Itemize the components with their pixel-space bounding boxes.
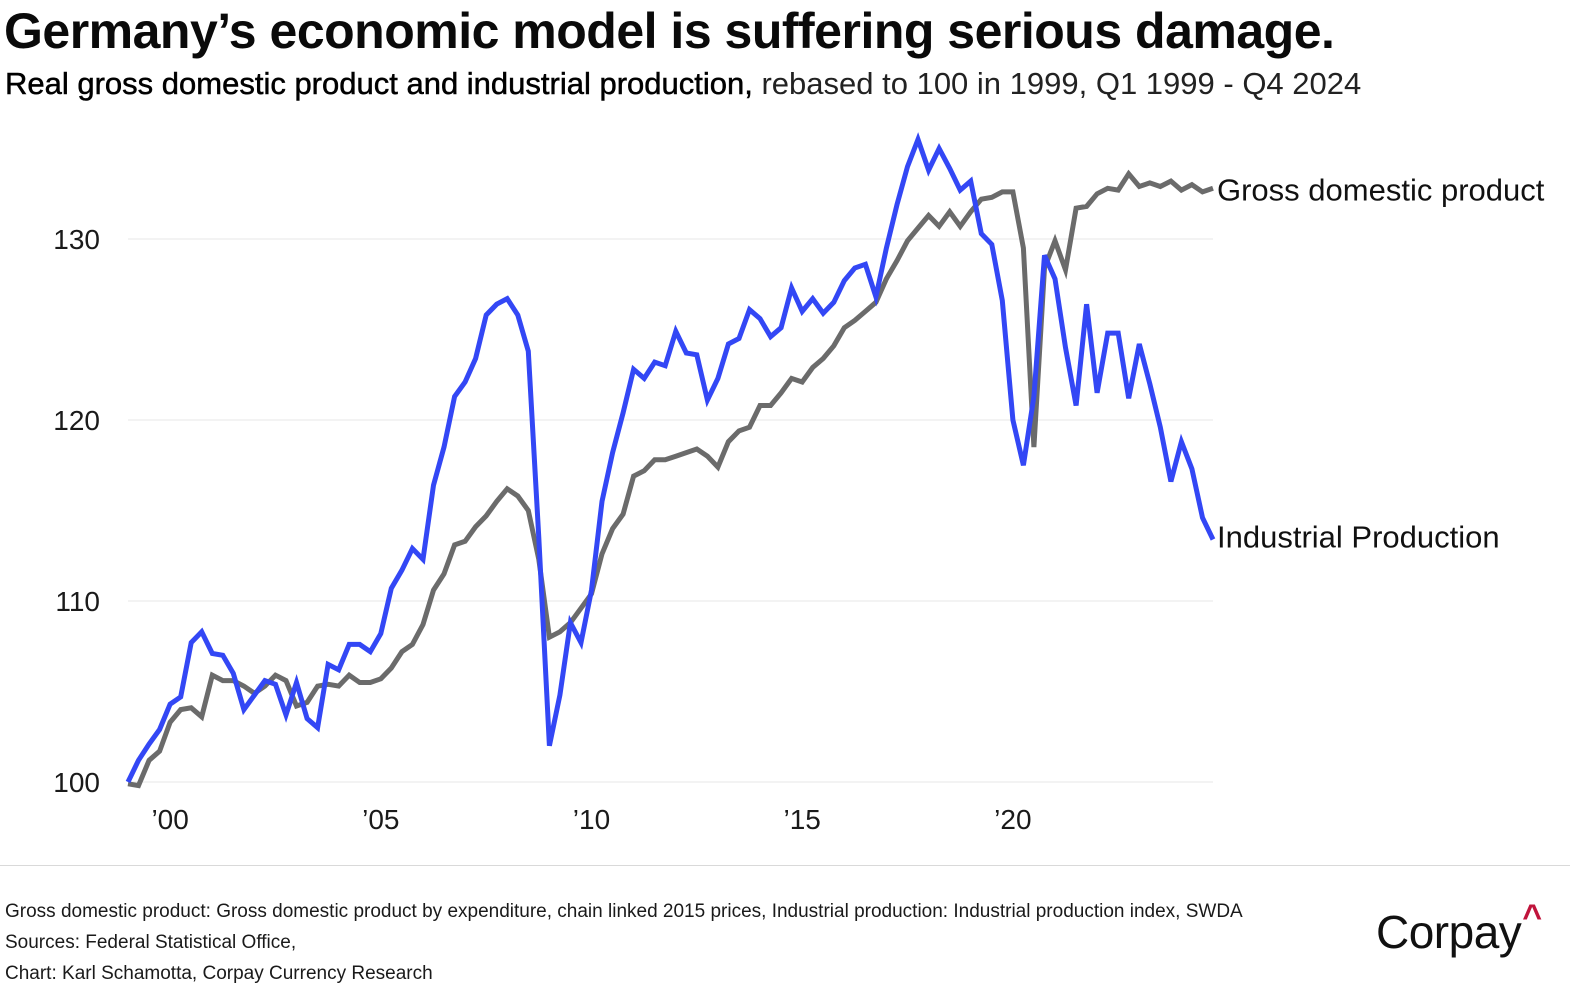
x-tick-label: ’20 — [994, 804, 1031, 835]
definition-note: Gross domestic product: Gross domestic p… — [5, 901, 1243, 922]
x-tick-label: ’00 — [151, 804, 188, 835]
corpay-logo: Corpay^ — [1376, 898, 1542, 959]
y-tick-label: 120 — [53, 405, 100, 436]
series-label-gross-domestic-product: Gross domestic product — [1217, 172, 1545, 207]
x-tick-label: ’10 — [573, 804, 610, 835]
caret-icon: ^ — [1522, 898, 1542, 936]
credit-note: Chart: Karl Schamotta, Corpay Currency R… — [5, 963, 433, 984]
y-tick-label: 110 — [55, 586, 100, 617]
line-chart: 100 110 120 130 ’00 ’05 ’10 ’15 ’20 Gros… — [53, 132, 1545, 835]
chart-subtitle-strong: Real gross domestic product and industri… — [5, 66, 753, 102]
y-tick-label: 100 — [53, 767, 100, 798]
footer-notes: Gross domestic product: Gross domestic p… — [5, 896, 1243, 989]
x-tick-label: ’05 — [362, 804, 399, 835]
y-axis: 100 110 120 130 — [53, 224, 100, 798]
series-line-industrial-production — [125, 132, 1216, 784]
series-label-industrial-production: Industrial Production — [1217, 519, 1500, 554]
chart-subtitle: Real gross domestic product and industri… — [5, 66, 1361, 102]
sources-note: Sources: Federal Statistical Office, — [5, 932, 297, 953]
y-tick-label: 130 — [53, 224, 100, 255]
chart-title: Germany’s economic model is suffering se… — [4, 3, 1335, 59]
chart-subtitle-rest: rebased to 100 in 1999, Q1 1999 - Q4 202… — [752, 66, 1362, 101]
x-axis: ’00 ’05 ’10 ’15 ’20 — [151, 804, 1031, 835]
logo-wordmark: Corpay — [1376, 906, 1522, 958]
x-tick-label: ’15 — [783, 804, 820, 835]
footer-divider — [0, 865, 1570, 866]
